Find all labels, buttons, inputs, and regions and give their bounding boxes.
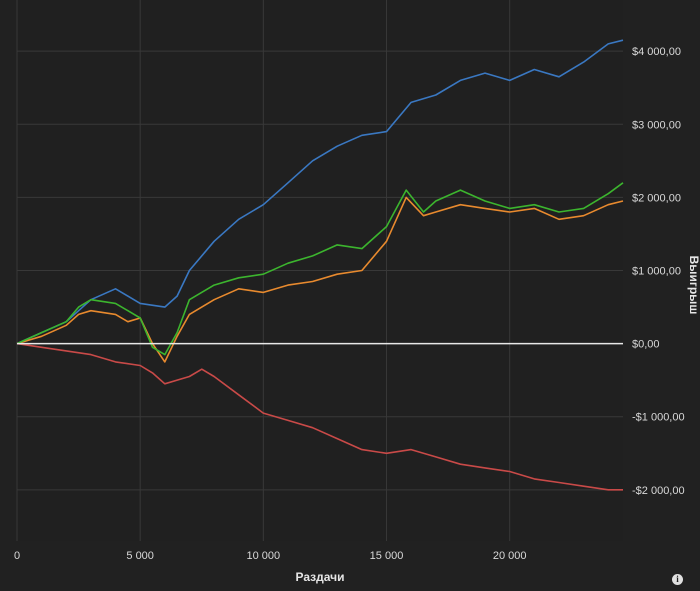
series-line-4 (16, 342, 623, 491)
x-tick-label: 10 000 (247, 550, 281, 562)
y-tick-label: $1 000,00 (632, 266, 681, 278)
y-tick-label: $4 000,00 (632, 46, 681, 58)
y-axis-title: Выигрыш (687, 256, 700, 315)
series-line-3 (16, 182, 624, 356)
x-axis-title: Раздачи (296, 570, 345, 584)
series-line-1 (16, 39, 624, 345)
info-icon[interactable]: i (672, 574, 683, 585)
series-lines (16, 39, 624, 491)
y-tick-label: $3 000,00 (632, 119, 681, 131)
y-tick-label: $2 000,00 (632, 192, 681, 204)
x-tick-label: 20 000 (493, 550, 527, 562)
x-tick-label: 5 000 (126, 550, 154, 562)
y-tick-label: $0,00 (632, 339, 660, 351)
series-line-2 (16, 196, 624, 363)
grid (16, 0, 623, 541)
x-tick-label: 0 (14, 550, 20, 562)
y-tick-label: -$2 000,00 (632, 485, 685, 497)
x-tick-labels: 0 5 000 10 000 15 000 20 000 (14, 550, 527, 562)
y-tick-label: -$1 000,00 (632, 412, 685, 424)
y-tick-labels: $4 000,00 $3 000,00 $2 000,00 $1 000,00 $0,0… (632, 46, 685, 497)
x-tick-label: 15 000 (370, 550, 404, 562)
